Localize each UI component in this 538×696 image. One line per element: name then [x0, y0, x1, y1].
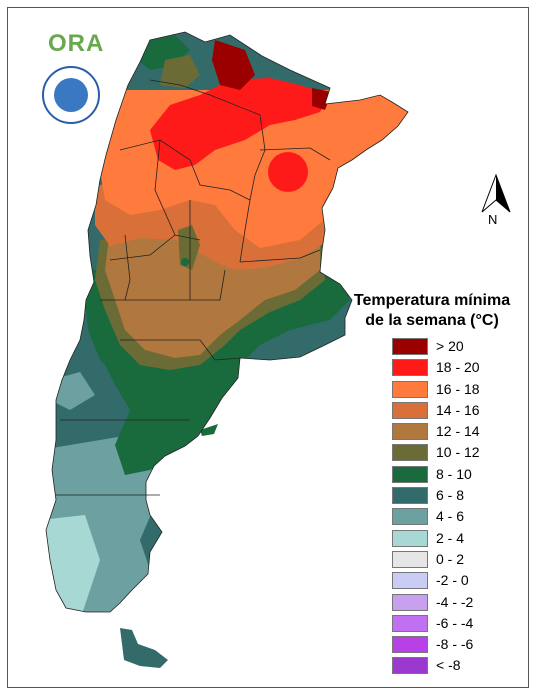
legend-label: -4 - -2: [436, 593, 474, 610]
legend-swatch: [392, 657, 428, 675]
legend-swatch: [392, 614, 428, 632]
legend-swatch: [392, 593, 428, 611]
legend-swatch: [392, 550, 428, 568]
falklands-islands: [120, 628, 168, 668]
legend-label: < -8: [436, 657, 461, 674]
legend-swatch: [392, 338, 428, 355]
seal-emblem: [54, 78, 88, 112]
legend-label: 16 - 18: [436, 380, 480, 397]
legend-swatch: [392, 529, 428, 547]
legend-swatch: [392, 444, 428, 462]
legend-label: -2 - 0: [436, 572, 469, 589]
legend-swatch: [392, 465, 428, 483]
legend-swatch: [392, 487, 428, 505]
legend-label: 14 - 16: [436, 401, 480, 418]
north-arrow-shade: [496, 175, 510, 212]
legend-label: 2 - 4: [436, 529, 465, 546]
province-borders: [45, 31, 409, 613]
legend-label: 18 - 20: [436, 359, 480, 376]
legend-label: -6 - -4: [436, 614, 474, 631]
legend-swatch: [392, 636, 428, 654]
legend-label: -8 - -6: [436, 636, 474, 653]
legend-label: 6 - 8: [436, 487, 465, 504]
smn-seal-logo: [42, 66, 100, 124]
legend-title-line2: de la semana (°C): [365, 312, 499, 329]
north-label: N: [488, 212, 498, 227]
ora-logo: ORA: [48, 30, 105, 57]
legend-swatch: [392, 572, 428, 590]
legend-swatch: [392, 359, 428, 377]
legend-label: > 20: [436, 338, 464, 354]
legend-label: 0 - 2: [436, 550, 465, 567]
legend-label: 4 - 6: [436, 508, 465, 525]
legend-label: 8 - 10: [436, 465, 472, 482]
legend-label: 12 - 14: [436, 423, 480, 440]
legend-label: 10 - 12: [436, 444, 480, 461]
legend-swatch: [392, 508, 428, 526]
legend-swatch: [392, 401, 428, 419]
valdes-peninsula: [200, 424, 218, 436]
legend-swatch: [392, 380, 428, 398]
legend-title: Temperatura mínima de la semana (°C): [342, 291, 522, 331]
legend-swatch: [392, 423, 428, 441]
legend-title-line1: Temperatura mínima: [353, 292, 511, 309]
